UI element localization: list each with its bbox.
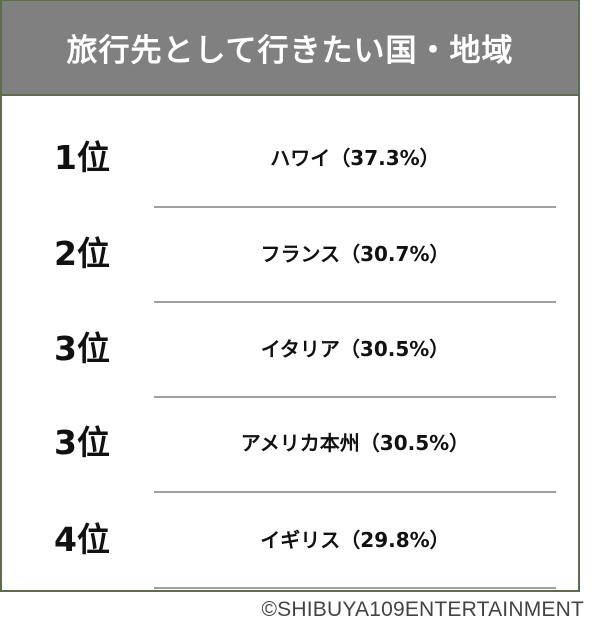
destination-label: イギリス（29.8%） [260, 528, 450, 552]
rank-label: 1位 [54, 138, 110, 177]
destination-label: イタリア（30.5%） [260, 337, 450, 361]
row-divider [154, 206, 556, 208]
ranking-row: 1位 ハワイ（37.3%） [2, 138, 578, 178]
row-divider [154, 396, 556, 398]
ranking-row: 3位 アメリカ本州（30.5%） [2, 423, 578, 463]
destination-label: アメリカ本州（30.5%） [240, 431, 470, 455]
destination-label: フランス（30.7%） [260, 242, 450, 266]
row-divider [154, 491, 556, 493]
row-divider [154, 587, 556, 589]
rank-label: 2位 [54, 234, 110, 273]
destination-label: ハワイ（37.3%） [270, 146, 440, 170]
row-divider [154, 301, 556, 303]
rank-label: 3位 [54, 329, 110, 368]
ranking-table: 旅行先として行きたい国・地域 1位 ハワイ（37.3%） 2位 フランス（30.… [0, 0, 580, 592]
rank-label: 3位 [54, 423, 110, 462]
ranking-row: 2位 フランス（30.7%） [2, 234, 578, 274]
copyright-notice: ©SHIBUYA109ENTERTAINMENT [261, 598, 584, 621]
table-header: 旅行先として行きたい国・地域 [2, 1, 578, 96]
table-title: 旅行先として行きたい国・地域 [66, 33, 514, 69]
ranking-row: 4位 イギリス（29.8%） [2, 520, 578, 560]
ranking-row: 3位 イタリア（30.5%） [2, 329, 578, 369]
rank-label: 4位 [54, 520, 110, 559]
